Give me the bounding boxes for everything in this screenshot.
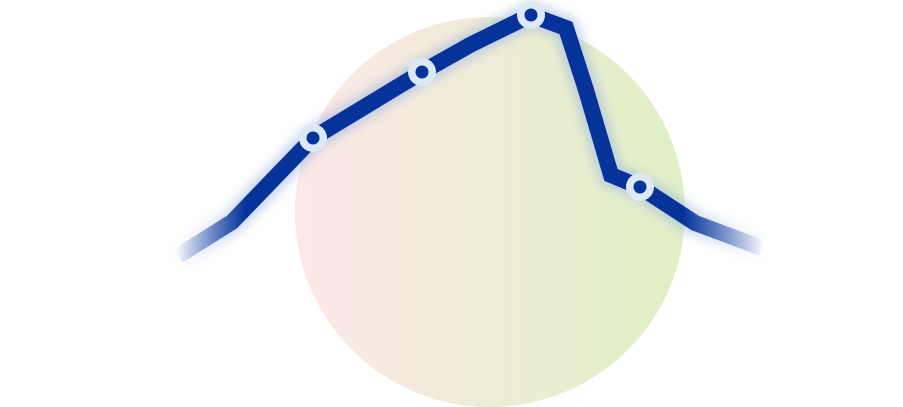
data-marker [408,58,436,86]
data-marker [299,124,327,152]
data-marker [626,173,654,201]
background-circle [295,17,685,407]
data-marker [517,1,545,29]
